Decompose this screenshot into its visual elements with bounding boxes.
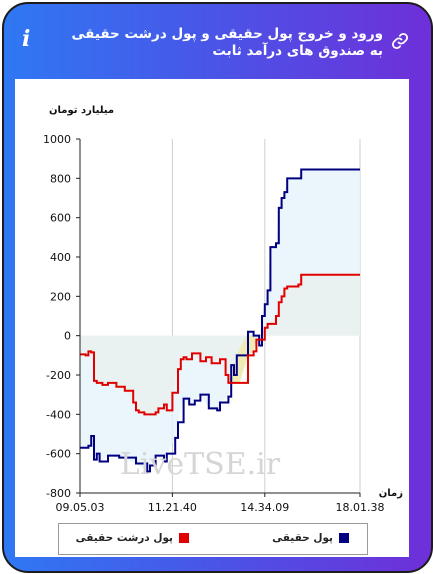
legend-swatch-real-money: [339, 533, 349, 543]
card-header: i ورود و خروج پول حقیقی و پول درشت حقیقی…: [4, 4, 431, 76]
link-icon[interactable]: [391, 32, 409, 50]
chart-title: ورود و خروج پول حقیقی و پول درشت حقیقی ب…: [71, 26, 383, 59]
y-tick-label: 800: [50, 172, 71, 185]
x-tick-label: 09.05.03: [56, 501, 105, 514]
y-tick-label: -800: [46, 487, 71, 500]
y-tick-label: -400: [46, 408, 71, 421]
x-tick-label: 18.01.38: [336, 501, 385, 514]
y-tick-label: -200: [46, 369, 71, 382]
y-axis-title: میلیارد تومان: [49, 105, 114, 116]
y-tick-label: 200: [50, 290, 71, 303]
watermark: LiveTSE.ir: [120, 447, 281, 482]
y-tick-label: 0: [64, 330, 71, 343]
chart-legend: پول حقیقی پول درشت حقیقی: [58, 523, 368, 555]
line-chart: 1000 800 600 400 200 0 -200 -400 -600 -80009.05.0…: [43, 105, 403, 514]
x-axis-title: زمان: [379, 488, 403, 499]
legend-item-big-money[interactable]: پول درشت حقیقی: [76, 532, 189, 544]
y-tick-label: 600: [50, 212, 71, 225]
y-tick-label: 1000: [43, 133, 71, 146]
series-line-1: [80, 273, 360, 416]
info-icon[interactable]: i: [22, 26, 31, 52]
legend-label-real-money: پول حقیقی: [272, 532, 333, 544]
legend-swatch-big-money: [179, 533, 189, 543]
series-line-0: [80, 168, 360, 473]
legend-item-real-money[interactable]: پول حقیقی: [272, 532, 349, 544]
y-tick-label: 400: [50, 251, 71, 264]
series-area-0: [80, 169, 360, 472]
x-tick-label: 14.34.09: [240, 501, 289, 514]
chart-panel: 1000 800 600 400 200 0 -200 -400 -600 -800 09.05.0…: [15, 79, 409, 557]
legend-label-big-money: پول درشت حقیقی: [75, 532, 173, 544]
y-tick-label: -600: [46, 448, 71, 461]
x-tick-label: 11.21.40: [148, 501, 197, 514]
